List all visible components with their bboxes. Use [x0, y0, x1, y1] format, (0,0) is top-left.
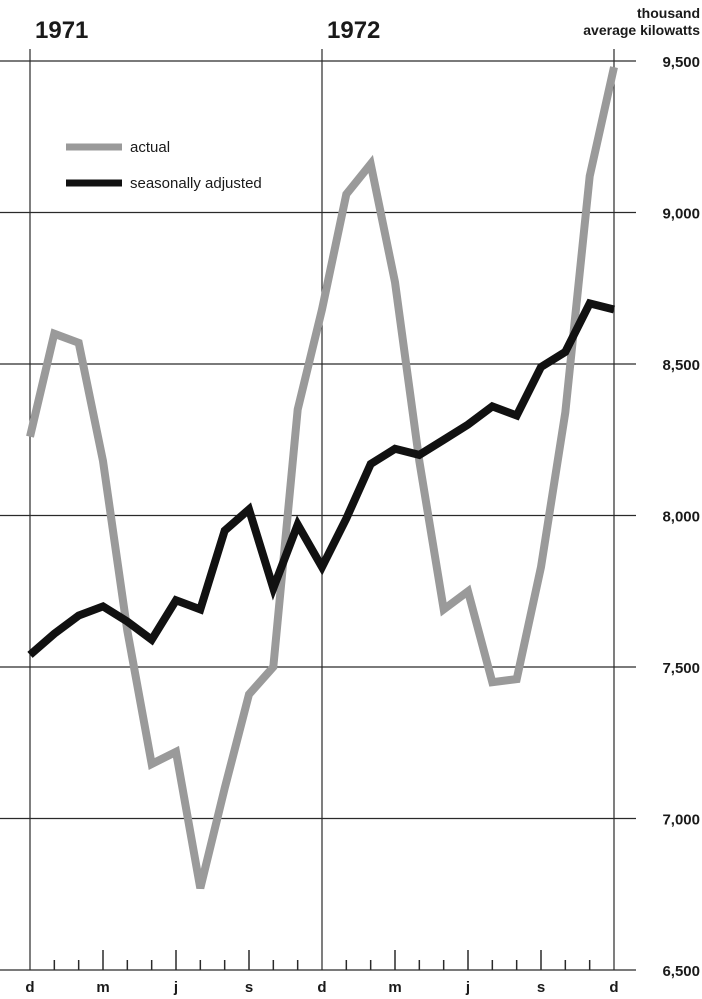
y-tick-label-9500: 9,500 [662, 54, 700, 71]
x-tick-label-3: m [96, 979, 109, 996]
series-line-seasonally-adjusted [27, 298, 615, 658]
series-line-actual [26, 66, 618, 890]
y-axis-unit-line-1: thousand [637, 5, 700, 21]
y-tick-label-8500: 8,500 [662, 357, 700, 374]
x-tick-label-0: d [25, 979, 34, 996]
axis-ticks [53, 950, 591, 970]
y-tick-label-7000: 7,000 [662, 812, 700, 829]
x-tick-label-24: d [609, 979, 618, 996]
y-tick-label-8000: 8,000 [662, 509, 700, 526]
x-tick-label-9: s [245, 979, 253, 996]
x-tick-label-6: j [173, 979, 178, 996]
x-tick-label-18: j [465, 979, 470, 996]
x-tick-label-15: m [388, 979, 401, 996]
legend-label-seasonally-adjusted: seasonally adjusted [130, 175, 262, 192]
series-lines [26, 66, 618, 890]
y-axis-unit-label: thousand average kilowatts [583, 5, 700, 38]
y-tick-label-7500: 7,500 [662, 660, 700, 677]
plot-frame [29, 49, 615, 970]
axis-labels: 9,500 9,000 8,500 8,000 7,500 7,000 6,500 1971 1… [25, 17, 700, 996]
y-axis-unit-line-2: average kilowatts [583, 22, 700, 38]
y-tick-label-9000: 9,000 [662, 206, 700, 223]
y-tick-label-6500: 6,500 [662, 963, 700, 980]
grid-lines [0, 60, 636, 971]
legend-label-actual: actual [130, 139, 170, 156]
year-label-1971: 1971 [35, 17, 88, 44]
year-label-1972: 1972 [327, 17, 380, 44]
x-tick-label-12: d [317, 979, 326, 996]
legend: actual seasonally adjusted [66, 139, 262, 192]
x-tick-label-21: s [537, 979, 545, 996]
